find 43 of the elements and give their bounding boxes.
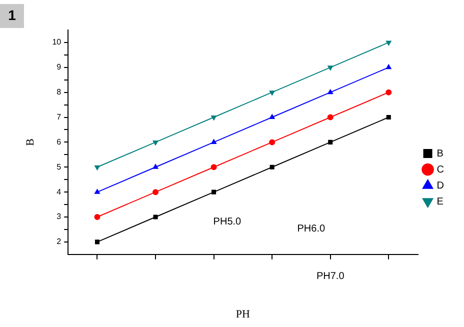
- point: [269, 90, 275, 96]
- y-tick-label: 4: [56, 187, 62, 196]
- legend-label: B: [436, 148, 444, 160]
- point: [212, 190, 216, 194]
- point: [211, 139, 216, 144]
- y-tick-label: 6: [56, 137, 62, 146]
- point: [210, 164, 217, 170]
- y-tick-label: 2: [56, 237, 62, 246]
- point: [211, 116, 216, 120]
- point: [386, 115, 391, 120]
- point: [94, 214, 100, 220]
- y-tick-label: 7: [56, 112, 62, 122]
- annotation: PH5.0: [213, 216, 242, 228]
- point: [153, 214, 158, 220]
- point: [386, 89, 392, 96]
- y-tick-label: 10: [52, 38, 62, 47]
- text: 1: [8, 6, 16, 23]
- point: [94, 165, 100, 170]
- point: [328, 66, 334, 70]
- point: [386, 40, 392, 46]
- y-tick-label: 8: [56, 88, 62, 97]
- y-axis-title: B: [24, 138, 36, 146]
- annotation: PH6.0: [297, 223, 326, 234]
- text: PH7.0: [316, 271, 345, 282]
- point: [386, 64, 392, 70]
- point: [152, 164, 158, 169]
- point: [328, 140, 333, 144]
- point: [328, 89, 334, 94]
- point: [269, 139, 276, 146]
- y-tick-label: 5: [56, 162, 62, 172]
- legend-label: D: [436, 180, 444, 192]
- y-tick-label: 9: [56, 62, 62, 72]
- point: [269, 114, 275, 120]
- point: [94, 189, 100, 194]
- legend-label: E: [436, 196, 444, 208]
- point: [152, 140, 158, 146]
- point: [327, 114, 334, 120]
- x-axis-title: PH: [236, 308, 250, 320]
- point: [270, 164, 274, 170]
- legend-label: C: [436, 164, 444, 176]
- point: [94, 240, 100, 244]
- y-tick-label: 3: [56, 212, 62, 222]
- point: [152, 189, 159, 196]
